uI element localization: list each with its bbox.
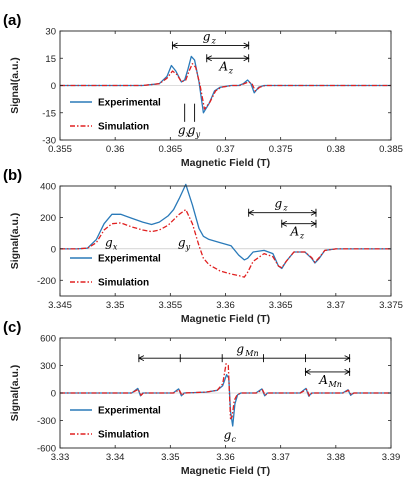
legend-label-0: Experimental <box>98 254 161 265</box>
annotation-label-sub: Mn <box>244 349 258 358</box>
annotation-arrowhead <box>344 369 351 375</box>
annotation-arrowhead <box>243 42 250 49</box>
annotation-label-sub: z <box>228 66 234 75</box>
y-tick-label: -15 <box>42 108 56 119</box>
legend-label-1: Simulation <box>98 122 149 133</box>
annotation-arrowhead <box>280 220 287 227</box>
annotation-label: g <box>224 428 232 442</box>
y-tick-label: -200 <box>37 276 56 287</box>
series-line-1 <box>60 363 391 420</box>
annotation-arrowhead <box>243 55 250 62</box>
annotation-label-sub: Mn <box>328 380 342 389</box>
x-tick-label: 3.36 <box>216 452 235 463</box>
x-tick-label: 3.35 <box>161 452 180 463</box>
annotation-label-sub: z <box>282 204 288 213</box>
annotation-label-sub: z <box>299 232 305 241</box>
x-tick-label: 3.355 <box>158 300 182 311</box>
y-tick-label: 0 <box>51 81 56 92</box>
series-line-0 <box>60 55 391 114</box>
annotation-arrowhead <box>137 355 145 362</box>
y-axis-title: Signal(a.u.) <box>9 365 21 422</box>
annotation-label: A <box>218 59 228 73</box>
x-tick-label: 0.375 <box>269 144 293 155</box>
annotation-label: A <box>318 373 328 387</box>
y-tick-label: -600 <box>37 444 56 455</box>
x-tick-label: 3.34 <box>106 452 125 463</box>
x-tick-label: 3.375 <box>379 300 403 311</box>
x-tick-label: 0.36 <box>106 144 125 155</box>
x-tick-label: 3.33 <box>51 452 70 463</box>
series-line-1 <box>60 63 391 110</box>
annotation-label-sub: x <box>113 243 118 252</box>
y-axis-title: Signal(a.u.) <box>9 213 21 270</box>
x-axis-title: Magnetic Field (T) <box>181 465 270 477</box>
y-tick-label: 200 <box>40 213 56 224</box>
x-tick-label: 3.36 <box>216 300 235 311</box>
annotation-arrowhead <box>205 55 212 62</box>
annotation-label: A <box>290 225 300 239</box>
y-tick-label: 300 <box>40 361 56 372</box>
chart-panel-0: 0.355 0.36 0.365 0.37 0.375 0.38 0.385 -30 -15 0 1… <box>3 12 403 169</box>
annotation-arrowhead <box>310 209 317 216</box>
y-tick-label: -300 <box>37 416 56 427</box>
panel-label: (b) <box>3 167 22 184</box>
x-tick-label: 0.385 <box>379 144 403 155</box>
legend-label-1: Simulation <box>98 430 149 441</box>
x-tick-label: 3.35 <box>106 300 125 311</box>
x-axis-title: Magnetic Field (T) <box>181 313 270 325</box>
annotation-label: g <box>188 123 196 137</box>
annotation-arrowhead <box>304 369 311 375</box>
x-tick-label: 0.38 <box>327 144 346 155</box>
x-tick-label: 3.38 <box>327 452 346 463</box>
y-tick-label: 15 <box>45 54 56 65</box>
x-tick-label: 3.365 <box>269 300 293 311</box>
x-tick-label: 0.365 <box>158 144 182 155</box>
y-tick-label: 30 <box>45 27 56 38</box>
legend-label-0: Experimental <box>98 406 161 417</box>
x-tick-label: 0.355 <box>48 144 72 155</box>
annotation-arrowhead <box>171 42 178 49</box>
annotation-label: g <box>178 236 186 250</box>
annotation-label-sub: y <box>195 130 201 139</box>
panel-label: (a) <box>3 12 21 29</box>
annotation-arrowhead <box>247 209 254 216</box>
annotation-label: g <box>203 30 211 44</box>
annotation-arrowhead <box>310 220 317 227</box>
annotation-label: g <box>105 236 113 250</box>
annotation-label: g <box>236 342 244 356</box>
x-tick-label: 3.37 <box>327 300 346 311</box>
annotation-label-sub: c <box>231 435 236 444</box>
x-tick-label: 3.345 <box>48 300 72 311</box>
y-tick-label: 400 <box>40 182 56 193</box>
legend-label-1: Simulation <box>98 278 149 289</box>
annotation-label-sub: z <box>211 37 217 46</box>
annotation-label: g <box>178 123 186 137</box>
annotation-label: g <box>274 197 282 211</box>
chart-panel-1: 3.345 3.35 3.355 3.36 3.365 3.37 3.375 -200 0 200… <box>3 167 403 325</box>
annotation-arrowhead <box>344 355 351 362</box>
annotation-label-sub: x <box>186 130 191 139</box>
series-line-1 <box>60 208 391 278</box>
chart-panel-2: 3.33 3.34 3.35 3.36 3.37 3.38 3.39 -600 -300 0 300… <box>3 319 400 477</box>
y-tick-label: 0 <box>51 244 56 255</box>
y-tick-label: 0 <box>51 389 56 400</box>
x-tick-label: 0.37 <box>216 144 235 155</box>
x-tick-label: 3.37 <box>271 452 290 463</box>
legend-label-0: Experimental <box>98 98 161 109</box>
annotation-label-sub: y <box>185 243 191 252</box>
panel-label: (c) <box>3 319 21 336</box>
x-tick-label: 3.39 <box>382 452 401 463</box>
y-axis-title: Signal(a.u.) <box>9 57 21 114</box>
y-tick-label: -30 <box>42 136 56 147</box>
x-axis-title: Magnetic Field (T) <box>181 157 270 169</box>
y-tick-label: 600 <box>40 334 56 345</box>
